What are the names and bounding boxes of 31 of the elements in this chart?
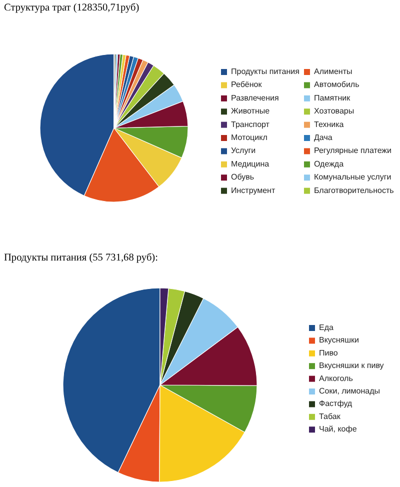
legend-label: Ребёнок (231, 80, 262, 90)
legend-label: Автомобиль (314, 80, 360, 90)
legend-label: Техника (314, 120, 344, 129)
legend-label: Инструмент (231, 186, 276, 195)
chart-title: Продукты питания (55 731,68 руб): (4, 252, 158, 264)
legend-label: Хозтовары (314, 106, 354, 116)
legend-label: Вкусняшки (319, 336, 359, 345)
legend-label: Вкусняшки к пиву (319, 361, 384, 370)
legend-label: Алименты (314, 67, 353, 76)
legend-label: Еда (319, 323, 334, 332)
legend-label: Алкоголь (319, 374, 353, 383)
legend-label: Пиво (319, 348, 338, 358)
legend-label: Благотворительность (314, 186, 394, 195)
legend-label: Услуги (231, 146, 256, 156)
legend-label: Дача (314, 133, 333, 142)
legend-label: Комунальные услуги (314, 172, 392, 182)
legend-label: Медицина (231, 159, 270, 168)
legend-label: Фастфуд (319, 399, 352, 408)
chart-title: Структура трат (128350,71руб) (4, 2, 140, 14)
legend-label: Животные (231, 106, 270, 116)
legend-label: Табак (319, 412, 341, 421)
legend-label: Регулярные платежи (314, 146, 392, 156)
legend-label: Продукты питания (231, 67, 300, 76)
legend-label: Чай, кофе (319, 424, 358, 434)
legend-label: Транспорт (231, 120, 270, 129)
legend-label: Развлечения (231, 93, 279, 102)
legend-label: Обувь (231, 172, 254, 182)
legend-label: Мотоцикл (231, 133, 268, 142)
legend-label: Соки, лимонады (319, 386, 380, 396)
legend-label: Одежда (314, 159, 344, 168)
legend-label: Памятник (314, 93, 351, 102)
